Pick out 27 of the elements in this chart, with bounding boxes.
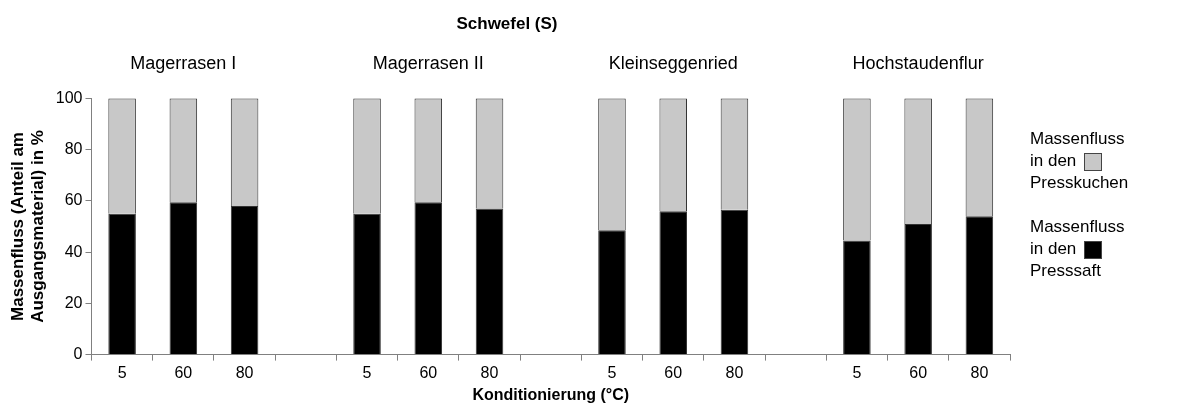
x-tick-label: 80 [970, 363, 989, 381]
text: Massenfluss in den Presssaft [1030, 216, 1126, 282]
y-tick-label: 0 [73, 345, 83, 363]
text: Magerrasen II [372, 53, 484, 74]
y-tick-label: 20 [64, 293, 83, 311]
text: Kleinseggenried [608, 53, 738, 74]
chart-title: Schwefel (S) [456, 13, 558, 33]
x-axis-title: Konditionierung (°C) [472, 385, 630, 403]
text: Massenfluss in den Presskuchen [1030, 128, 1130, 194]
x-tick-label: 5 [852, 363, 862, 381]
x-tick-label: 5 [607, 363, 617, 381]
x-tick-label: 80 [480, 363, 499, 381]
x-tick-label: 60 [664, 363, 683, 381]
y-tick-label: 60 [64, 191, 83, 209]
x-tick-label: 60 [174, 363, 193, 381]
y-tick-label: 80 [64, 140, 83, 158]
y-axis-title: Massenfluss (Anteil am Ausgangsmaterial) in % [7, 130, 48, 323]
y-tick-label: 100 [55, 88, 83, 106]
x-tick-label: 80 [235, 363, 254, 381]
x-tick-label: 80 [725, 363, 744, 381]
x-tick-label: 60 [419, 363, 438, 381]
text: Hochstaudenflur [852, 53, 984, 74]
x-tick-label: 5 [117, 363, 127, 381]
text: Magerrasen I [130, 53, 237, 74]
x-tick-label: 5 [362, 363, 372, 381]
y-tick-label: 40 [64, 242, 83, 260]
x-tick-label: 60 [909, 363, 928, 381]
